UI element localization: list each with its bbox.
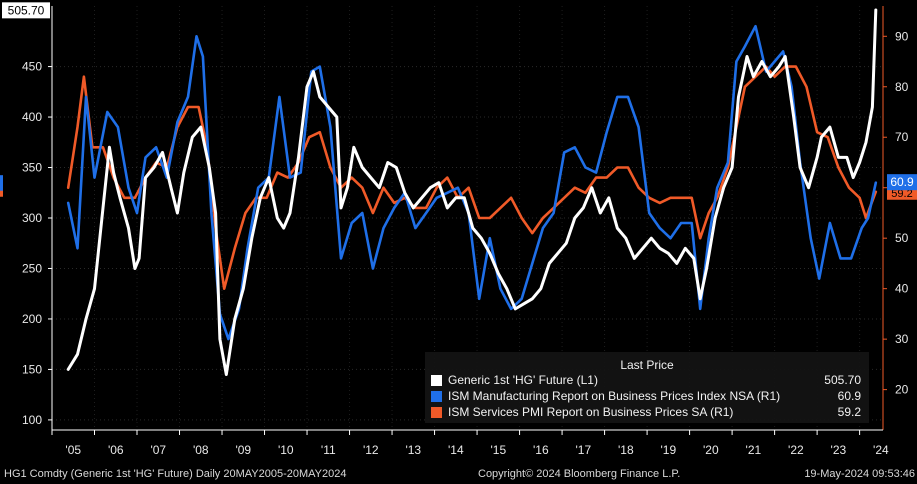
footer-timestamp: 19-May-2024 09:53:46 bbox=[804, 468, 915, 480]
legend-name-ism-services: ISM Services PMI Report on Business Pric… bbox=[448, 405, 734, 419]
right-tick-label: 80 bbox=[895, 80, 909, 94]
x-tick-label: '23 bbox=[831, 443, 847, 457]
copper-future-line bbox=[66, 8, 878, 376]
legend-name-copper: Generic 1st 'HG' Future (L1) bbox=[448, 373, 598, 387]
left-axis-ticks: 100 150 200 250 300 350 400 450 bbox=[22, 60, 52, 427]
x-tick-label: '12 bbox=[363, 443, 379, 457]
left-edge-blue-marker bbox=[0, 175, 3, 192]
ism-mfg-prices-line bbox=[66, 24, 878, 341]
right-blue-tag-label: 60.9 bbox=[890, 175, 914, 189]
footer: HG1 Comdty (Generic 1st 'HG' Future) Dai… bbox=[0, 466, 917, 484]
footer-copyright: Copyright© 2024 Bloomberg Finance L.P. bbox=[478, 468, 681, 480]
x-tick-label: '09 bbox=[235, 443, 251, 457]
right-tick-label: 20 bbox=[895, 383, 909, 397]
left-tick-label: 350 bbox=[22, 161, 42, 175]
left-last-tag-label: 505.70 bbox=[8, 3, 45, 17]
legend-item-ism-services: ISM Services PMI Report on Business Pric… bbox=[431, 404, 869, 420]
x-tick-label: '06 bbox=[108, 443, 124, 457]
left-tick-label: 100 bbox=[22, 413, 42, 427]
x-tick-label: '13 bbox=[405, 443, 421, 457]
right-blue-tag bbox=[887, 174, 917, 191]
x-tick-label: '19 bbox=[661, 443, 677, 457]
left-last-tag bbox=[2, 2, 50, 19]
right-axis-ticks: 2030405060708090 bbox=[883, 29, 909, 397]
legend-header: Last Price bbox=[620, 358, 674, 372]
legend-value-ism-mfg: 60.9 bbox=[837, 389, 861, 403]
x-tick-label: '20 bbox=[703, 443, 719, 457]
x-tick-label: '08 bbox=[193, 443, 209, 457]
x-tick-label: '17 bbox=[576, 443, 592, 457]
legend-item-ism-mfg: ISM Manufacturing Report on Business Pri… bbox=[431, 388, 869, 404]
x-tick-label: '24 bbox=[873, 443, 889, 457]
x-tick-label: '05 bbox=[65, 443, 81, 457]
x-tick-label: '11 bbox=[321, 443, 336, 457]
x-tick-label: '15 bbox=[490, 443, 506, 457]
x-tick-label: '21 bbox=[746, 443, 762, 457]
left-tick-label: 250 bbox=[22, 261, 42, 275]
last-value-tags: 505.70 59.260.9 bbox=[0, 2, 917, 200]
right-tick-label: 70 bbox=[895, 130, 909, 144]
series-layer bbox=[66, 8, 878, 376]
legend-swatch-ism-services bbox=[431, 407, 442, 418]
legend-name-ism-mfg: ISM Manufacturing Report on Business Pri… bbox=[448, 389, 781, 403]
x-tick-label: '14 bbox=[448, 443, 464, 457]
right-orange-tag-label: 59.2 bbox=[891, 188, 912, 200]
left-tick-label: 150 bbox=[22, 362, 42, 376]
left-tick-label: 450 bbox=[22, 60, 42, 74]
legend-item-copper: Generic 1st 'HG' Future (L1) 505.70 bbox=[431, 372, 869, 388]
x-tick-label: '22 bbox=[788, 443, 804, 457]
legend-value-ism-services: 59.2 bbox=[837, 405, 861, 419]
legend-value-copper: 505.70 bbox=[824, 373, 861, 387]
right-tick-label: 90 bbox=[895, 29, 909, 43]
right-tick-label: 30 bbox=[895, 332, 909, 346]
left-tick-label: 200 bbox=[22, 312, 42, 326]
x-tick-label: '10 bbox=[278, 443, 294, 457]
x-axis-ticks: '05 '06 '07 '08 '09 '10 '11 '12 '13 '14 '15 '16 '17 '… bbox=[51, 430, 889, 457]
legend: Last Price Generic 1st 'HG' Future (L1) … bbox=[425, 352, 869, 423]
right-tick-label: 50 bbox=[895, 231, 909, 245]
footer-ticker: HG1 Comdty (Generic 1st 'HG' Future) Dai… bbox=[4, 468, 347, 480]
left-tick-label: 400 bbox=[22, 110, 42, 124]
ism-services-prices-line bbox=[66, 65, 878, 290]
x-tick-label: '16 bbox=[533, 443, 549, 457]
left-tick-label: 300 bbox=[22, 211, 42, 225]
x-tick-label: '07 bbox=[150, 443, 166, 457]
x-tick-label: '18 bbox=[618, 443, 634, 457]
left-edge-orange-marker bbox=[0, 190, 3, 197]
legend-swatch-ism-mfg bbox=[431, 391, 442, 402]
right-tick-label: 40 bbox=[895, 282, 909, 296]
legend-swatch-copper bbox=[431, 375, 442, 386]
